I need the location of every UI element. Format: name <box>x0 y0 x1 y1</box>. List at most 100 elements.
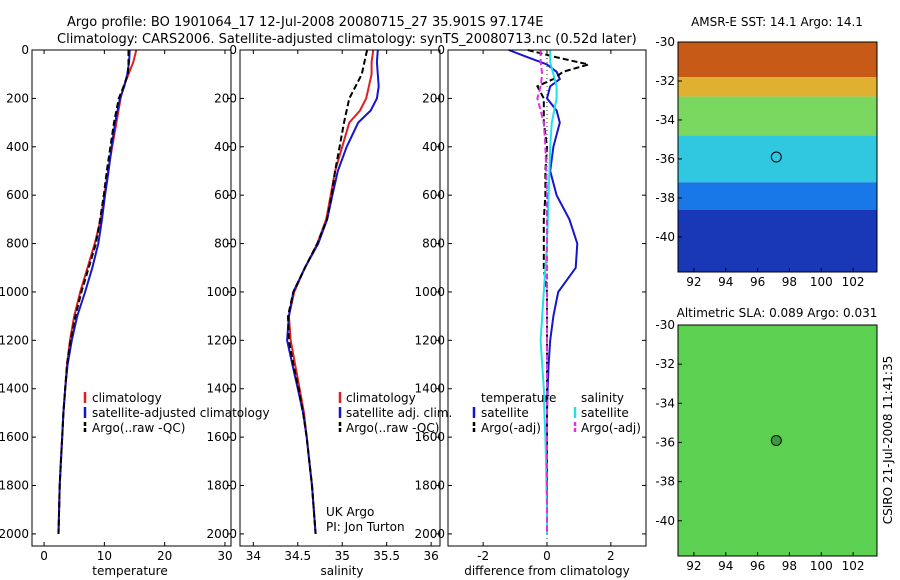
temperature-xlabel: temperature <box>92 564 167 578</box>
legend-label-satellite: satellite adj. clim. <box>346 406 452 420</box>
sst-map-panel: AMSR-E SST: 14.1 Argo: 14.1 92 94 96 98 100 1… <box>655 15 878 289</box>
series-argo-raw-qc- <box>286 49 369 534</box>
x-tick-label: 98 <box>782 559 797 573</box>
x-tick-label: 92 <box>686 275 701 289</box>
y-tick-label: 600 <box>6 188 29 202</box>
y-tick-label: 1400 <box>414 382 445 396</box>
x-tick-label: 94 <box>718 559 733 573</box>
y-tick-label: 2000 <box>414 527 445 541</box>
x-tick-label: 94 <box>718 275 733 289</box>
map-zone <box>678 77 877 97</box>
y-tick-label: 1200 <box>0 333 29 347</box>
series-temperature-satellite <box>508 49 579 534</box>
map-frame <box>677 41 878 273</box>
x-tick-label: 0 <box>40 549 48 563</box>
temperature-panel: temperature 0 10 20 30 0 200 400 600 800 1000 1200… <box>0 43 233 578</box>
plot-frame <box>31 49 232 547</box>
sst-map-title: AMSR-E SST: 14.1 Argo: 14.1 <box>691 15 863 29</box>
profile-location-marker <box>770 435 782 447</box>
x-tick-label: 102 <box>842 559 865 573</box>
series-satellite-adj-clim- <box>286 49 380 534</box>
y-tick-label: 1600 <box>0 430 29 444</box>
y-tick-label: 2000 <box>206 527 237 541</box>
y-tick-label: 1200 <box>414 333 445 347</box>
difference-legend: temperature salinity satellite Argo(-adj… <box>472 391 641 435</box>
y-tick-label: 200 <box>214 91 237 105</box>
figure-title-line1: Argo profile: BO 1901064_17 12-Jul-2008 … <box>67 15 544 30</box>
legend-label-satellite: satellite-adjusted climatology <box>92 406 270 420</box>
legend-label-climatology: climatology <box>346 391 416 405</box>
x-tick-label: 34 <box>246 549 261 563</box>
temperature-legend: climatology satellite-adjusted climatolo… <box>83 391 270 435</box>
y-tick-label: -40 <box>655 514 675 528</box>
map-zone <box>678 42 877 78</box>
x-tick-label: -2 <box>477 549 489 563</box>
x-tick-label: 100 <box>810 275 833 289</box>
y-tick-label: -34 <box>655 113 675 127</box>
map-frame <box>677 324 878 557</box>
y-tick-label: 1000 <box>414 285 445 299</box>
series-climatology <box>57 49 138 534</box>
map-zone <box>678 96 877 136</box>
y-tick-label: 400 <box>6 140 29 154</box>
legend-label-climatology: climatology <box>92 391 162 405</box>
salinity-xlabel: salinity <box>320 564 363 578</box>
x-tick-label: 0 <box>543 549 551 563</box>
x-tick-label: 96 <box>750 275 765 289</box>
y-tick-label: 600 <box>422 188 445 202</box>
x-tick-label: 100 <box>810 559 833 573</box>
legend-label-argo: Argo(..raw -QC) <box>346 421 439 435</box>
y-tick-label: 200 <box>6 91 29 105</box>
x-tick-label: 34.5 <box>284 549 311 563</box>
series-argo-raw-qc- <box>57 50 130 534</box>
y-tick-label: 1000 <box>0 285 29 299</box>
series-salinity-argo-adj- <box>536 50 548 534</box>
legend-group-temperature: temperature <box>481 391 556 405</box>
y-tick-label: 1400 <box>206 382 237 396</box>
y-tick-label: 400 <box>422 140 445 154</box>
legend-group-salinity: salinity <box>581 391 624 405</box>
series-satellite-adjusted-climatology <box>57 49 131 534</box>
y-tick-label: 800 <box>214 237 237 251</box>
y-tick-label: -30 <box>655 318 675 332</box>
y-tick-label: -36 <box>655 435 675 449</box>
y-tick-label: 0 <box>21 43 29 57</box>
y-tick-label: 2000 <box>0 527 29 541</box>
x-tick-label: 102 <box>842 275 865 289</box>
difference-panel: difference from climatology -2 0 2 0 200 400 6… <box>414 43 647 578</box>
y-tick-label: 600 <box>214 188 237 202</box>
x-tick-label: 35.5 <box>373 549 400 563</box>
y-tick-label: 1600 <box>206 430 237 444</box>
x-tick-label: 20 <box>157 549 172 563</box>
sla-map-title: Altimetric SLA: 0.089 Argo: 0.031 <box>677 306 878 320</box>
y-tick-label: 0 <box>229 43 237 57</box>
y-tick-label: -38 <box>655 475 675 489</box>
y-tick-label: -40 <box>655 230 675 244</box>
y-tick-label: -36 <box>655 152 675 166</box>
side-label: CSIRO 21-Jul-2008 11:41:35 <box>881 356 895 524</box>
x-tick-label: 10 <box>97 549 112 563</box>
y-tick-label: -32 <box>655 74 675 88</box>
y-tick-label: -38 <box>655 191 675 205</box>
plot-frame <box>239 49 441 547</box>
y-tick-label: 800 <box>6 237 29 251</box>
y-tick-label: 1200 <box>206 333 237 347</box>
y-tick-label: 1400 <box>0 382 29 396</box>
legend-label-t-argo: Argo(-adj) <box>481 421 541 435</box>
x-tick-label: 92 <box>686 559 701 573</box>
x-tick-label: 98 <box>782 275 797 289</box>
map-zone <box>678 209 877 272</box>
y-tick-label: 1000 <box>206 285 237 299</box>
y-tick-label: 1800 <box>206 479 237 493</box>
x-tick-label: 35 <box>335 549 350 563</box>
series-salinity-satellite <box>539 50 558 534</box>
salinity-legend: climatology satellite adj. clim. Argo(..… <box>338 391 452 435</box>
credit-line1: UK Argo <box>326 505 374 519</box>
y-tick-label: 1600 <box>414 430 445 444</box>
credit-line2: PI: Jon Turton <box>326 520 405 534</box>
series-climatology <box>287 49 375 534</box>
y-tick-label: 800 <box>422 237 445 251</box>
figure-title-line2: Climatology: CARS2006. Satellite-adjuste… <box>57 32 637 47</box>
legend-label-s-argo: Argo(-adj) <box>581 421 641 435</box>
difference-xlabel: difference from climatology <box>464 564 630 578</box>
